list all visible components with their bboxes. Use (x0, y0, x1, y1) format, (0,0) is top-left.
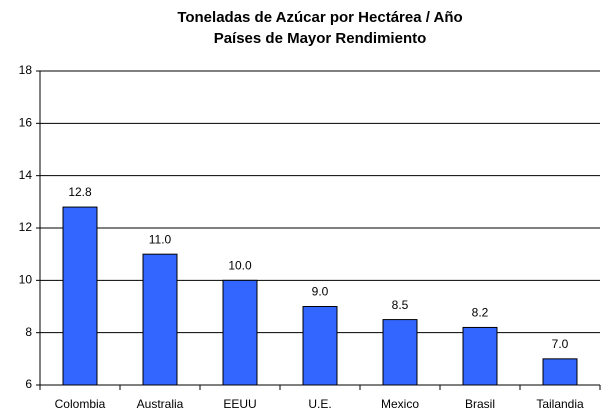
chart-subtitle: Países de Mayor Rendimiento (214, 30, 427, 47)
x-tick-label: Mexico (381, 397, 419, 411)
y-tick-label: 12 (19, 220, 33, 234)
x-tick-label: Australia (137, 397, 184, 411)
data-label: 9.0 (312, 285, 329, 299)
bar (462, 326, 498, 386)
y-tick-label: 14 (19, 168, 33, 182)
bar (142, 253, 178, 386)
chart-title: Toneladas de Azúcar por Hectárea / Año (177, 9, 462, 26)
data-label: 11.0 (149, 232, 172, 246)
x-tick-label: Brasil (465, 397, 495, 411)
y-tick-label: 16 (19, 116, 33, 130)
x-tick-label: U.E. (308, 397, 331, 411)
bar (222, 279, 258, 386)
y-tick-label: 8 (25, 325, 32, 339)
x-tick-label: Colombia (55, 397, 106, 411)
bar (62, 206, 98, 386)
bar (382, 319, 418, 386)
y-tick-label: 10 (19, 273, 33, 287)
data-label: 8.5 (392, 298, 409, 312)
bar (302, 306, 338, 386)
y-tick-label: 18 (19, 63, 33, 77)
x-tick-label: Tailandia (536, 397, 584, 411)
y-tick-label: 6 (25, 377, 32, 391)
bar (542, 358, 578, 386)
x-tick-label: EEUU (223, 397, 256, 411)
data-label: 10.0 (228, 259, 252, 273)
data-label: 8.2 (472, 306, 489, 320)
data-label: 7.0 (552, 337, 569, 351)
data-label: 12.8 (68, 185, 92, 199)
